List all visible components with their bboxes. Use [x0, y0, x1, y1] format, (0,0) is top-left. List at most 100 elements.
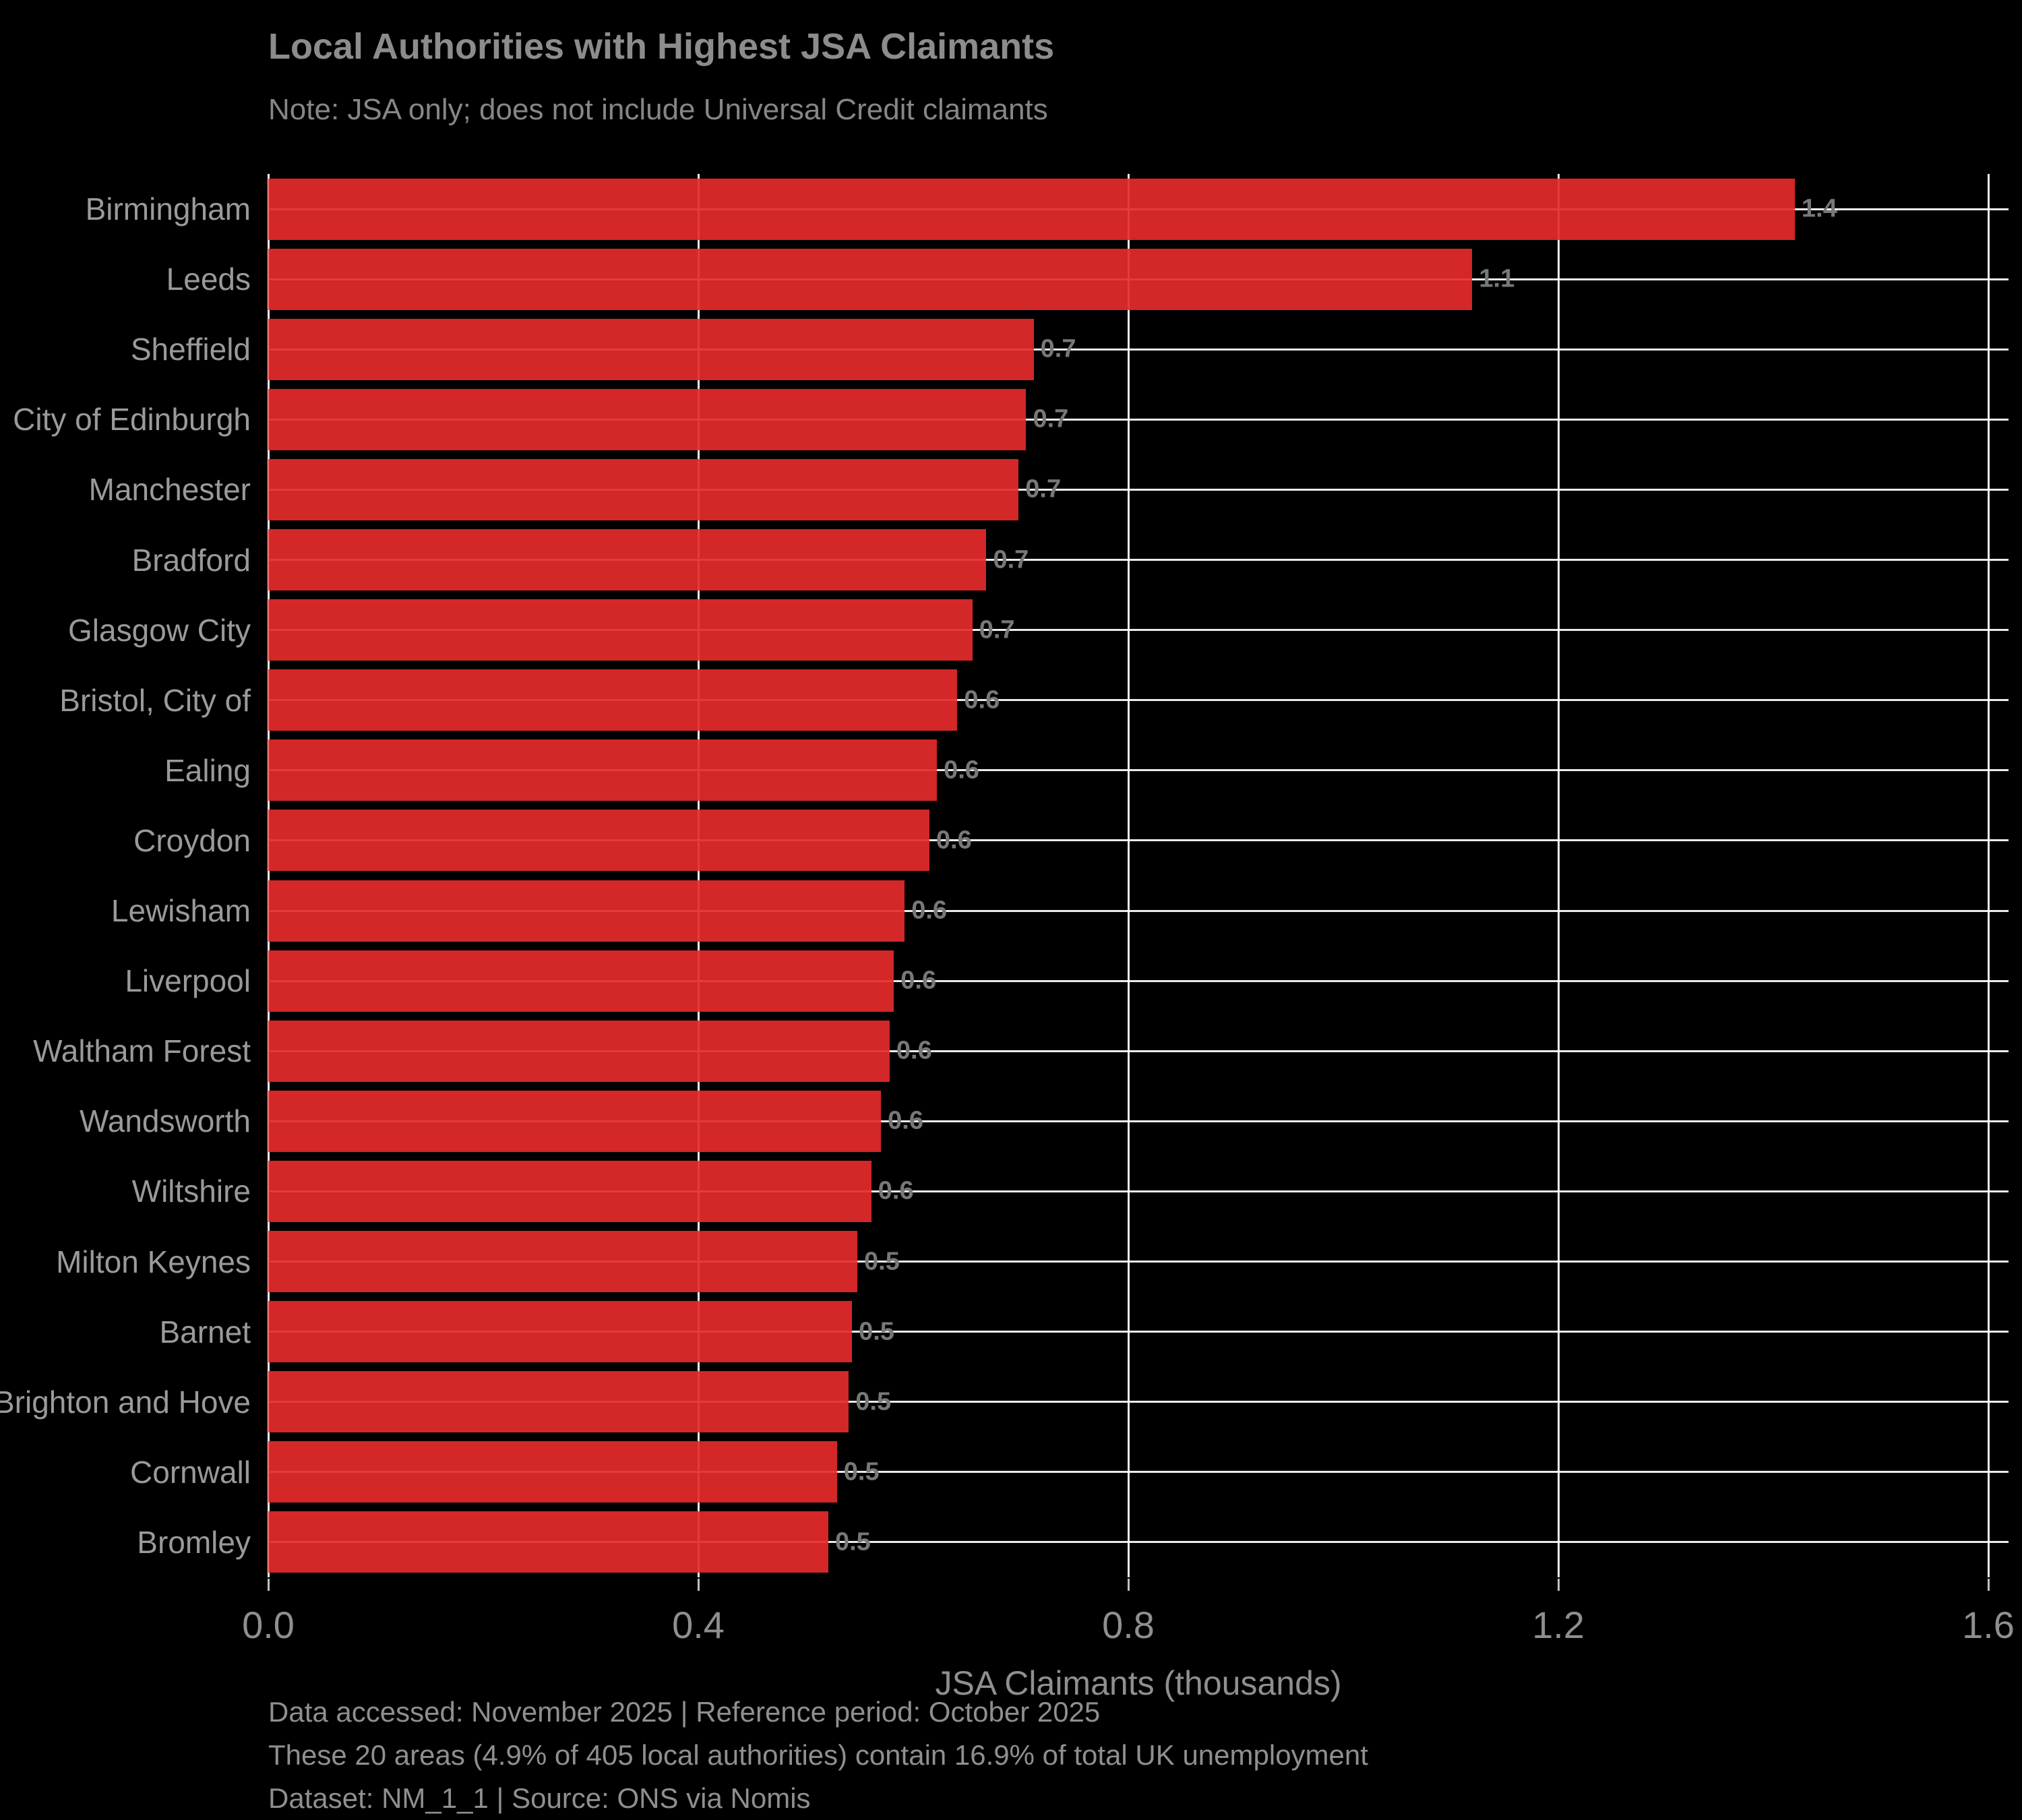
- category-label: Birmingham: [85, 191, 251, 227]
- gridline-horizontal: [268, 1401, 2009, 1403]
- bar: [268, 458, 1019, 520]
- gridline-horizontal: [268, 1331, 2009, 1333]
- bar: [268, 178, 1795, 240]
- gridline-horizontal: [268, 629, 2009, 632]
- bar: [268, 739, 938, 801]
- x-axis-tick: [1557, 1579, 1560, 1591]
- gridline-horizontal: [268, 1190, 2009, 1192]
- bar: [268, 318, 1034, 380]
- bar: [268, 248, 1473, 310]
- category-label: Waltham Forest: [33, 1033, 251, 1069]
- category-label: Liverpool: [125, 963, 251, 999]
- category-label: Lewisham: [111, 893, 251, 929]
- bar-value-label: 0.7: [1025, 475, 1062, 504]
- bar: [268, 1511, 828, 1573]
- gridline-horizontal: [268, 909, 2009, 912]
- gridline-horizontal: [268, 488, 2009, 491]
- bar-value-label: 0.6: [878, 1176, 914, 1205]
- x-axis-tick: [1127, 1579, 1130, 1591]
- category-label: Ealing: [164, 752, 251, 788]
- x-axis-tick: [1987, 1579, 1990, 1591]
- bar-value-label: 0.5: [843, 1457, 880, 1486]
- bar: [268, 1231, 858, 1293]
- bar-value-label: 0.6: [900, 966, 937, 995]
- category-label: Milton Keynes: [56, 1244, 251, 1279]
- gridline-horizontal: [268, 1471, 2009, 1474]
- x-axis-tick-label: 0.0: [242, 1604, 295, 1646]
- category-label: Glasgow City: [68, 612, 251, 648]
- bar-value-label: 0.5: [859, 1317, 894, 1346]
- gridline-vertical: [1127, 174, 1130, 1577]
- gridline-vertical: [1987, 174, 1990, 1577]
- bar-value-label: 0.6: [936, 826, 972, 855]
- gridline-horizontal: [268, 769, 2009, 772]
- x-axis-tick-label: 0.8: [1102, 1604, 1155, 1646]
- bar-value-label: 0.6: [964, 686, 1000, 715]
- gridline-horizontal: [268, 1261, 2009, 1263]
- bar-value-label: 0.7: [1040, 334, 1076, 363]
- bar: [268, 1160, 871, 1222]
- category-label: Cornwall: [130, 1454, 251, 1490]
- bar-value-label: 0.6: [888, 1106, 923, 1135]
- bar: [268, 599, 973, 661]
- gridline-vertical: [267, 174, 270, 1577]
- bar: [268, 529, 987, 591]
- x-axis-tick: [697, 1579, 700, 1591]
- bar: [268, 950, 894, 1012]
- bar-value-label: 0.6: [944, 756, 979, 785]
- chart-subtitle: Note: JSA only; does not include Univers…: [268, 93, 1048, 126]
- category-label: Leeds: [166, 262, 251, 297]
- bar-value-label: 0.7: [993, 545, 1029, 574]
- category-label: Brighton and Hove: [0, 1384, 251, 1420]
- chart-title: Local Authorities with Highest JSA Claim…: [268, 26, 1055, 67]
- category-label: Bristol, City of: [59, 682, 251, 718]
- bar-value-label: 0.5: [834, 1527, 871, 1556]
- x-axis-tick: [267, 1579, 270, 1591]
- category-label: Manchester: [88, 472, 251, 508]
- gridline-horizontal: [268, 839, 2009, 842]
- bar-value-label: 1.1: [1479, 264, 1515, 293]
- gridline-vertical: [697, 174, 700, 1577]
- category-label: City of Edinburgh: [13, 402, 251, 437]
- category-label: Wiltshire: [131, 1174, 251, 1209]
- footer-coverage-note: These 20 areas (4.9% of 405 local author…: [268, 1739, 1368, 1771]
- gridline-horizontal: [268, 1050, 2009, 1052]
- bar: [268, 810, 929, 872]
- gridline-horizontal: [268, 348, 2009, 351]
- bar: [268, 1090, 882, 1152]
- bar: [268, 1441, 837, 1503]
- bar: [268, 880, 905, 942]
- category-label: Bromley: [137, 1524, 251, 1560]
- bar-value-label: 0.6: [896, 1036, 932, 1065]
- bar: [268, 1020, 890, 1082]
- gridline-horizontal: [268, 418, 2009, 421]
- bar: [268, 669, 958, 731]
- bar-value-label: 0.5: [855, 1387, 892, 1416]
- gridline-horizontal: [268, 1120, 2009, 1122]
- bar: [268, 1371, 849, 1433]
- gridline-horizontal: [268, 1541, 2009, 1544]
- x-axis-tick-label: 0.4: [672, 1604, 725, 1646]
- bar: [268, 388, 1027, 450]
- plot-area: JSA Claimants (thousands) 0.0 0.4 0.8 1.2 1.…: [0, 174, 2015, 1702]
- category-label: Croydon: [133, 822, 251, 858]
- bar-value-label: 0.7: [1033, 404, 1069, 433]
- bar-value-label: 0.7: [979, 615, 1015, 644]
- bar-value-label: 1.4: [1801, 194, 1837, 223]
- x-axis-tick-label: 1.6: [1962, 1604, 2015, 1646]
- category-label: Sheffield: [130, 332, 251, 367]
- gridline-horizontal: [268, 559, 2009, 562]
- category-label: Barnet: [159, 1314, 251, 1349]
- x-axis-tick-label: 1.2: [1532, 1604, 1585, 1646]
- category-label: Wandsworth: [80, 1103, 251, 1139]
- gridline-horizontal: [268, 699, 2009, 702]
- bar-value-label: 0.5: [864, 1247, 900, 1276]
- chart-footer: Data accessed: November 2025 | Reference…: [268, 1691, 1368, 1820]
- x-axis-label: JSA Claimants (thousands): [935, 1664, 1342, 1702]
- bar: [268, 1301, 853, 1363]
- gridline-vertical: [1557, 174, 1560, 1577]
- bar-value-label: 0.6: [911, 896, 948, 925]
- footer-source: Dataset: NM_1_1 | Source: ONS via Nomis: [268, 1782, 811, 1814]
- gridline-horizontal: [268, 979, 2009, 982]
